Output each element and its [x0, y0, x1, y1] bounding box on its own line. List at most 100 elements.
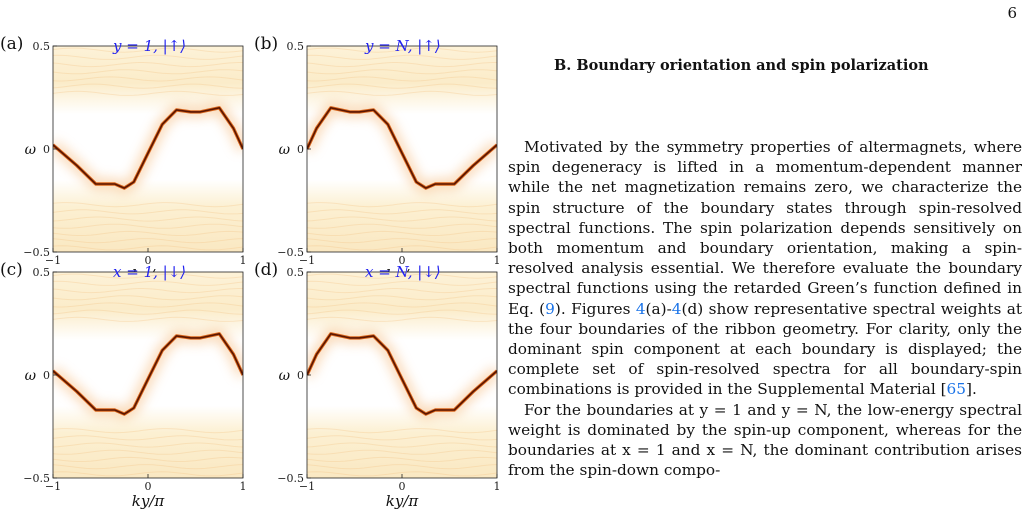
- figure-panel-b: −0.500.5−101ωkx/π (b) y = N, |↑⟩: [254, 34, 512, 286]
- bulk-band-line: [53, 449, 243, 455]
- paragraph-text: Motivated by the symmetry properties of …: [508, 138, 1022, 318]
- section-body: Motivated by the symmetry properties of …: [508, 137, 1022, 480]
- bulk-band-line: [307, 449, 497, 455]
- y-tick-label: 0.5: [33, 266, 51, 279]
- y-tick-label: 0.5: [287, 40, 305, 53]
- edge-state-band: [53, 333, 243, 415]
- edge-state-band: [307, 333, 497, 415]
- bulk-band-line: [53, 456, 243, 462]
- y-axis-label: ω: [25, 368, 37, 384]
- bulk-band-line: [307, 442, 497, 448]
- y-tick-label: 0: [297, 369, 304, 382]
- y-tick-label: 0: [297, 143, 304, 156]
- y-tick-label: −0.5: [23, 472, 50, 485]
- panel-annotation-b: y = N, |↑⟩: [365, 37, 441, 55]
- bulk-band-line: [307, 47, 497, 53]
- bulk-band-line: [307, 288, 497, 294]
- page-number: 6: [1007, 4, 1017, 22]
- bulk-band-line: [53, 83, 243, 89]
- bulk-band-line: [307, 69, 497, 75]
- x-tick-label: 0: [399, 480, 406, 493]
- bulk-band-line: [307, 54, 497, 60]
- bulk-band-line: [53, 280, 243, 286]
- y-tick-label: 0: [43, 143, 50, 156]
- x-tick-label: 1: [240, 480, 247, 493]
- bulk-band-line: [307, 62, 497, 68]
- bulk-band-line: [307, 295, 497, 301]
- bulk-band-line: [53, 47, 243, 53]
- bulk-band-line: [307, 83, 497, 89]
- panel-label-b: (b): [254, 34, 279, 54]
- bulk-band-line: [307, 216, 497, 222]
- y-tick-label: 0: [43, 369, 50, 382]
- x-tick-label: 0: [399, 254, 406, 267]
- bulk-band-line: [307, 245, 497, 251]
- x-tick-label: 0: [145, 480, 152, 493]
- bulk-band-line: [307, 435, 497, 441]
- reference-link[interactable]: 4: [635, 299, 646, 318]
- panel-label-d: (d): [254, 260, 279, 280]
- bulk-band-line: [307, 316, 497, 322]
- bulk-band-line: [53, 54, 243, 60]
- paragraph-text: ). Figures: [554, 299, 636, 318]
- bulk-band-line: [53, 295, 243, 301]
- bulk-band-line: [53, 471, 243, 477]
- bulk-band-line: [53, 428, 243, 434]
- x-axis-label: ky/π: [386, 492, 420, 510]
- section-heading: B. Boundary orientation and spin polariz…: [554, 57, 929, 74]
- paragraph-text: ].: [966, 380, 977, 399]
- heatmap-d: −0.5 0 0.5 −1 0 1 ω ky/π: [277, 266, 500, 510]
- y-tick-label: 0.5: [33, 40, 51, 53]
- panel-annotation-c: x = 1, |↓⟩: [113, 263, 187, 281]
- figure-panel-a: −0.500.5−101ωkx/π (a) y = 1, |↑⟩: [0, 34, 258, 286]
- bulk-band-line: [53, 62, 243, 68]
- bulk-band-line: [53, 209, 243, 215]
- bulk-band-line: [307, 280, 497, 286]
- figure-panel-d: −0.5 0 0.5 −1 0 1 ω ky/π (d) x = N, |↓⟩: [254, 260, 512, 512]
- bulk-band-line: [307, 273, 497, 279]
- bulk-band-line: [53, 238, 243, 244]
- heatmap-c: −0.5 0 0.5 −1 0 1 ω ky/π: [23, 266, 247, 510]
- x-tick-label: −1: [299, 480, 315, 493]
- bulk-band-line: [53, 90, 243, 96]
- bulk-band-line: [307, 230, 497, 236]
- edge-state-band: [307, 107, 497, 189]
- text-column: B. Boundary orientation and spin polariz…: [508, 0, 1022, 530]
- bulk-band-line: [307, 209, 497, 215]
- heatmap-a: −0.500.5−101ωkx/π: [23, 40, 247, 284]
- bulk-band-line: [307, 238, 497, 244]
- bulk-band-line: [307, 202, 497, 208]
- paragraph-text: (a)-: [645, 299, 672, 318]
- bulk-band-line: [53, 302, 243, 308]
- reference-link[interactable]: 65: [946, 380, 967, 399]
- panel-annotation-a: y = 1, |↑⟩: [113, 37, 187, 55]
- y-axis-label: ω: [279, 142, 291, 158]
- figure-panel-c: −0.5 0 0.5 −1 0 1 ω ky/π (c) x = 1, |↓⟩: [0, 260, 258, 512]
- plot-area: [53, 272, 243, 478]
- paragraph-2: For the boundaries at y = 1 and y = N, t…: [508, 400, 1022, 480]
- reference-link[interactable]: 4: [671, 299, 682, 318]
- bulk-band-line: [53, 288, 243, 294]
- bulk-band-line: [53, 316, 243, 322]
- bulk-band-line: [307, 76, 497, 82]
- x-tick-label: −1: [299, 254, 315, 267]
- bulk-band-line: [307, 456, 497, 462]
- x-tick-label: 1: [494, 254, 501, 267]
- y-tick-label: 0.5: [287, 266, 305, 279]
- reference-link[interactable]: 9: [545, 299, 555, 318]
- bulk-band-line: [53, 309, 243, 315]
- bulk-band-line: [53, 442, 243, 448]
- bulk-band-line: [307, 471, 497, 477]
- bulk-band-line: [53, 245, 243, 251]
- y-axis-label: ω: [279, 368, 291, 384]
- bulk-band-line: [307, 90, 497, 96]
- bulk-band-line: [53, 216, 243, 222]
- bulk-band-line: [53, 435, 243, 441]
- bulk-band-line: [53, 69, 243, 75]
- x-tick-label: −1: [45, 254, 61, 267]
- x-axis-label: ky/π: [132, 492, 166, 510]
- plot-area: [307, 272, 497, 478]
- x-tick-label: 1: [240, 254, 247, 267]
- y-tick-label: −0.5: [277, 246, 304, 259]
- bulk-band-line: [307, 302, 497, 308]
